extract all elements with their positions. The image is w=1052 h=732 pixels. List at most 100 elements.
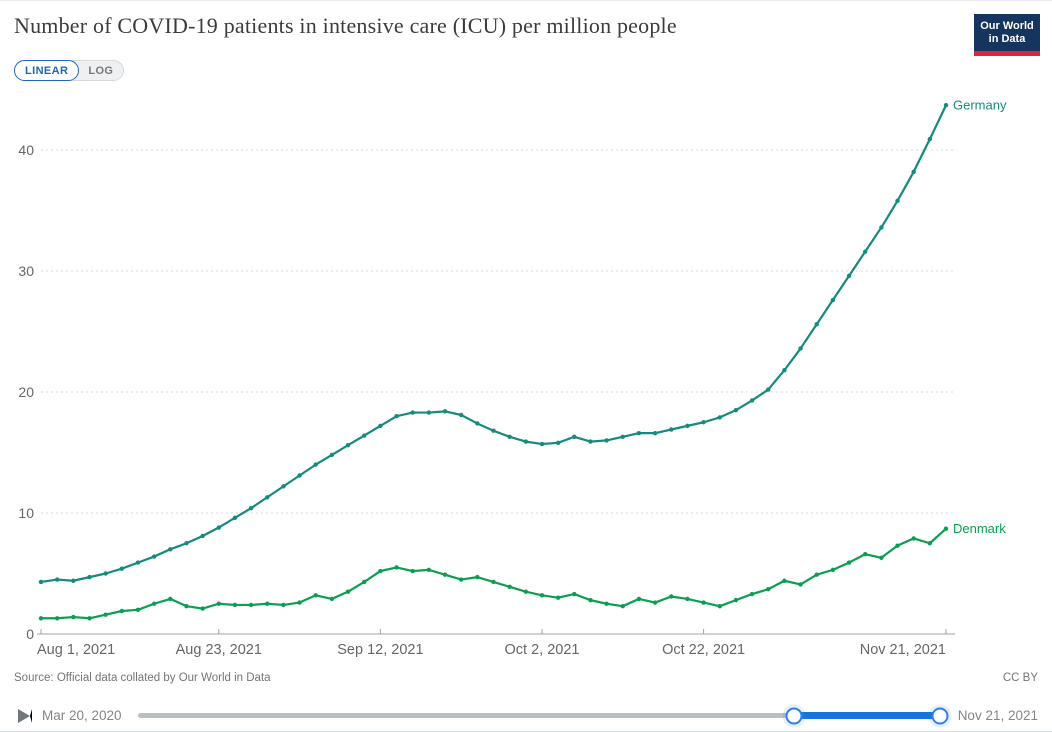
data-point	[297, 600, 302, 605]
y-axis-tick-label: 40	[18, 142, 34, 158]
data-point	[394, 565, 399, 570]
owid-logo[interactable]: Our World in Data	[974, 14, 1040, 56]
owid-logo-redbar	[974, 51, 1040, 56]
data-point	[329, 452, 335, 458]
series-line-denmark[interactable]	[39, 527, 948, 620]
series-label-germany[interactable]: Germany	[953, 98, 1007, 113]
x-axis-tick-label: Aug 1, 2021	[37, 642, 115, 658]
series-label-denmark[interactable]: Denmark	[953, 521, 1006, 536]
data-point	[911, 169, 916, 174]
data-point	[103, 612, 108, 617]
data-point	[911, 536, 916, 541]
data-point	[507, 584, 512, 590]
data-point	[782, 368, 787, 373]
series-line-germany[interactable]	[39, 104, 948, 584]
data-point	[555, 595, 561, 600]
data-point	[151, 601, 157, 606]
timeline-track[interactable]	[137, 707, 949, 724]
data-point	[814, 572, 819, 577]
data-point	[87, 616, 92, 621]
data-point	[846, 273, 852, 279]
data-point	[216, 525, 221, 530]
data-point	[491, 428, 496, 433]
y-axis-tick-label: 10	[18, 505, 34, 521]
data-point	[442, 409, 448, 414]
data-point	[184, 541, 189, 546]
data-point	[620, 434, 625, 439]
data-point	[555, 440, 561, 446]
data-point	[119, 608, 125, 614]
data-point	[378, 423, 383, 429]
data-point	[798, 582, 803, 587]
scale-toggle: LINEAR LOG	[14, 60, 125, 81]
data-point	[184, 603, 189, 609]
data-point	[846, 560, 852, 565]
timeline-start-handle[interactable]	[785, 707, 803, 724]
data-point	[862, 551, 868, 557]
data-point	[717, 415, 722, 420]
data-point	[345, 589, 351, 594]
data-point	[572, 591, 577, 597]
data-point	[733, 597, 739, 603]
y-axis-tick-label: 20	[18, 384, 34, 400]
timeline-end-handle[interactable]	[931, 707, 949, 724]
source-row: Source: Official data collated by Our Wo…	[14, 672, 1038, 684]
data-point	[151, 554, 157, 559]
x-axis-tick-label: Oct 22, 2021	[662, 642, 745, 658]
source-text: Source: Official data collated by Our Wo…	[14, 672, 271, 684]
data-point	[588, 597, 593, 603]
data-point	[54, 577, 60, 582]
timeline-end-date: Nov 21, 2021	[957, 708, 1038, 723]
data-point	[135, 560, 141, 565]
data-point	[71, 614, 76, 620]
license-link[interactable]: CC BY	[1002, 672, 1038, 684]
play-icon[interactable]	[18, 708, 32, 723]
data-point	[232, 602, 238, 608]
timeline-selected-range[interactable]	[793, 712, 941, 719]
data-point	[943, 103, 949, 108]
data-point	[749, 398, 755, 403]
data-point	[265, 601, 270, 606]
data-point	[168, 596, 173, 602]
data-point	[297, 473, 302, 478]
data-point	[766, 587, 771, 592]
data-point	[523, 589, 529, 594]
data-point	[636, 596, 642, 602]
timeline-start-date: Mar 20, 2020	[42, 708, 122, 723]
data-point	[830, 567, 836, 573]
data-point	[103, 571, 108, 576]
data-point	[943, 526, 949, 531]
owid-logo-text: Our World in Data	[974, 14, 1040, 51]
x-axis-tick-label: Oct 2, 2021	[504, 642, 579, 658]
data-point	[604, 601, 609, 606]
x-axis-tick-label: Sep 12, 2021	[337, 642, 423, 658]
data-point	[669, 427, 674, 432]
data-point	[636, 430, 642, 436]
data-point	[539, 593, 545, 598]
data-point	[119, 566, 125, 571]
data-point	[362, 433, 367, 438]
linear-scale-button[interactable]: LINEAR	[14, 60, 80, 81]
data-point	[652, 430, 658, 436]
data-point	[830, 297, 836, 303]
data-point	[862, 249, 868, 254]
data-point	[458, 577, 464, 582]
data-point	[475, 574, 480, 580]
data-point	[507, 434, 512, 439]
data-point	[313, 462, 318, 467]
data-point	[798, 346, 803, 351]
data-point	[168, 547, 173, 552]
data-point	[685, 423, 690, 429]
data-point	[394, 414, 399, 419]
log-scale-button[interactable]: LOG	[78, 61, 123, 80]
data-point	[313, 593, 318, 598]
data-point	[475, 421, 480, 426]
data-point	[927, 136, 933, 142]
data-point	[248, 505, 254, 511]
data-point	[604, 438, 609, 443]
data-point	[410, 568, 415, 574]
data-point	[248, 602, 254, 608]
data-point	[200, 606, 205, 611]
timeline-control: Mar 20, 2020 Nov 21, 2021	[0, 700, 1052, 732]
data-point	[345, 443, 351, 448]
